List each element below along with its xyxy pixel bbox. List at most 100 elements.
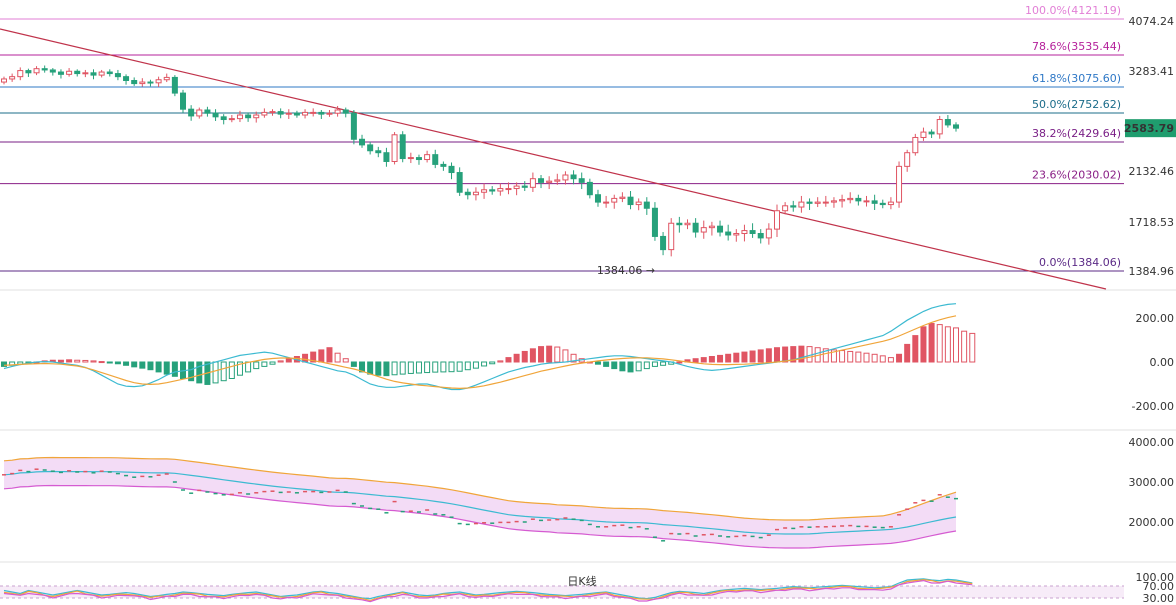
macd-bar-92: [749, 350, 756, 363]
candle-body-9: [74, 70, 81, 75]
candle-body-1: [9, 76, 16, 80]
candle-body-91: [741, 230, 748, 235]
candle-body-92: [749, 230, 756, 235]
candle-body-37: [302, 111, 309, 116]
macd-bar-33: [269, 361, 276, 365]
candle-body-63: [513, 185, 520, 190]
candle-body-34: [277, 111, 284, 115]
macd-bar-34: [277, 360, 284, 363]
candle-body-59: [481, 189, 488, 193]
candle-body-99: [806, 201, 813, 204]
candle-body-107: [871, 200, 878, 204]
candle-body-44: [359, 138, 366, 146]
rsi-tick-1: 70.00: [1143, 580, 1175, 593]
macd-bar-106: [863, 352, 870, 363]
price-tick-2: 2132.46: [1129, 165, 1175, 178]
macd-bar-37: [302, 353, 309, 363]
candle-body-25: [204, 109, 211, 114]
candle-body-81: [660, 235, 667, 251]
macd-bar-39: [318, 349, 325, 363]
macd-bar-64: [521, 350, 528, 363]
macd-bar-91: [741, 351, 748, 363]
macd-bar-98: [798, 345, 805, 363]
candle-body-106: [863, 200, 870, 203]
candle-body-38: [310, 111, 317, 114]
macd-bar-47: [383, 361, 390, 377]
macd-bar-94: [765, 348, 772, 363]
macd-bar-26: [212, 361, 219, 384]
candle-body-10: [82, 72, 89, 75]
macd-bar-118: [961, 330, 968, 363]
macd-bar-68: [554, 346, 561, 363]
candle-body-46: [375, 150, 382, 154]
boll-band-fill: [4, 457, 956, 548]
macd-bar-66: [538, 346, 545, 363]
candle-body-105: [855, 197, 862, 202]
macd-bar-69: [562, 349, 569, 363]
candle-body-116: [944, 119, 951, 126]
macd-bar-79: [643, 361, 650, 370]
macd-bar-17: [139, 361, 146, 369]
candle-body-7: [57, 71, 64, 75]
candle-body-57: [464, 191, 471, 196]
candle-body-97: [790, 205, 797, 208]
candle-body-60: [489, 189, 496, 192]
macd-bar-73: [594, 361, 601, 365]
macd-bar-119: [969, 332, 976, 363]
candle-body-24: [196, 109, 203, 117]
macd-bar-97: [790, 346, 797, 363]
macd-bar-40: [326, 347, 333, 363]
candle-body-42: [342, 109, 349, 114]
macd-bar-63: [513, 353, 520, 363]
macd-bar-46: [375, 361, 382, 376]
candle-body-62: [505, 188, 512, 191]
candle-body-18: [147, 81, 154, 84]
fib-label-4: 38.2%(2429.64): [1032, 127, 1121, 140]
macd-bar-10: [82, 359, 89, 363]
candle-body-53: [432, 154, 439, 165]
price-tick-4: 1384.96: [1129, 265, 1175, 278]
macd-bar-24: [196, 361, 203, 384]
candle-body-19: [155, 79, 162, 84]
candle-body-68: [554, 179, 561, 182]
macd-bar-81: [660, 361, 667, 366]
candle-body-65: [529, 178, 536, 188]
candle-body-117: [953, 124, 959, 129]
macd-bar-44: [359, 361, 366, 373]
candle-body-31: [253, 114, 260, 119]
macd-bar-29: [236, 361, 243, 376]
candle-body-0: [1, 78, 7, 83]
candle-body-20: [163, 76, 170, 81]
candle-body-78: [635, 201, 642, 206]
candle-body-22: [180, 92, 187, 110]
chart-title: 日K线: [567, 574, 596, 588]
macd-bar-16: [131, 361, 138, 368]
candle-body-73: [594, 194, 601, 203]
macd-bar-117: [953, 327, 959, 363]
candle-body-102: [830, 200, 837, 203]
macd-bar-9: [74, 359, 81, 363]
fib-label-0: 100.0%(4121.19): [1025, 4, 1121, 17]
candle-body-23: [188, 108, 195, 117]
candle-body-47: [383, 152, 390, 162]
macd-bar-53: [432, 361, 439, 373]
boll-mid-line: [3, 470, 957, 535]
candle-body-104: [847, 197, 854, 201]
macd-tick-1: 0.00: [1150, 356, 1175, 369]
candle-body-26: [212, 112, 219, 118]
candle-body-15: [123, 76, 130, 82]
candle-body-13: [106, 71, 113, 75]
macd-bar-62: [505, 357, 512, 363]
macd-bar-28: [228, 361, 235, 379]
candle-body-55: [448, 165, 455, 174]
macd-bar-19: [155, 361, 162, 373]
candle-body-17: [139, 81, 146, 85]
candle-body-112: [912, 136, 919, 154]
candle-body-49: [399, 134, 406, 160]
macd-bar-35: [285, 358, 292, 363]
macd-bar-49: [399, 361, 406, 375]
candle-body-95: [773, 210, 780, 230]
boll-upper-line: [3, 456, 957, 521]
candle-body-98: [798, 201, 805, 208]
